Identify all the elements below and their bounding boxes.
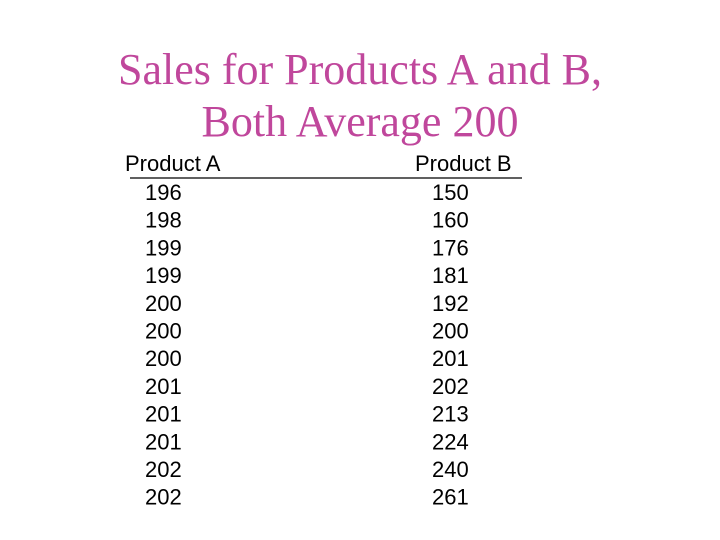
table-cell: 202: [432, 374, 469, 399]
table-cell: 196: [145, 180, 182, 205]
table-cell: 160: [432, 208, 469, 233]
table-cell: 199: [145, 235, 182, 260]
table-cell: 192: [432, 291, 469, 316]
table-cell: 150: [432, 180, 469, 205]
table-cell: 176: [432, 235, 469, 260]
table-cell: 200: [145, 346, 182, 371]
table-cell: 201: [145, 402, 182, 427]
title-line: Sales for Products A and B,: [118, 45, 602, 94]
table-cell: 200: [432, 319, 469, 344]
table-cell: 240: [432, 457, 469, 482]
table-cell: 200: [145, 319, 182, 344]
table-cell: 181: [432, 263, 469, 288]
table-cell: 213: [432, 402, 469, 427]
table-cell: 202: [145, 457, 182, 482]
table-cell: 201: [432, 346, 469, 371]
column-header: Product B: [415, 151, 512, 176]
column-header: Product A: [125, 151, 221, 176]
table-cell: 201: [145, 429, 182, 454]
title-line: Both Average 200: [202, 97, 519, 146]
table-cell: 198: [145, 208, 182, 233]
table-cell: 200: [145, 291, 182, 316]
table-cell: 201: [145, 374, 182, 399]
table-cell: 261: [432, 485, 469, 510]
table-cell: 224: [432, 429, 469, 454]
table-cell: 202: [145, 485, 182, 510]
table-cell: 199: [145, 263, 182, 288]
